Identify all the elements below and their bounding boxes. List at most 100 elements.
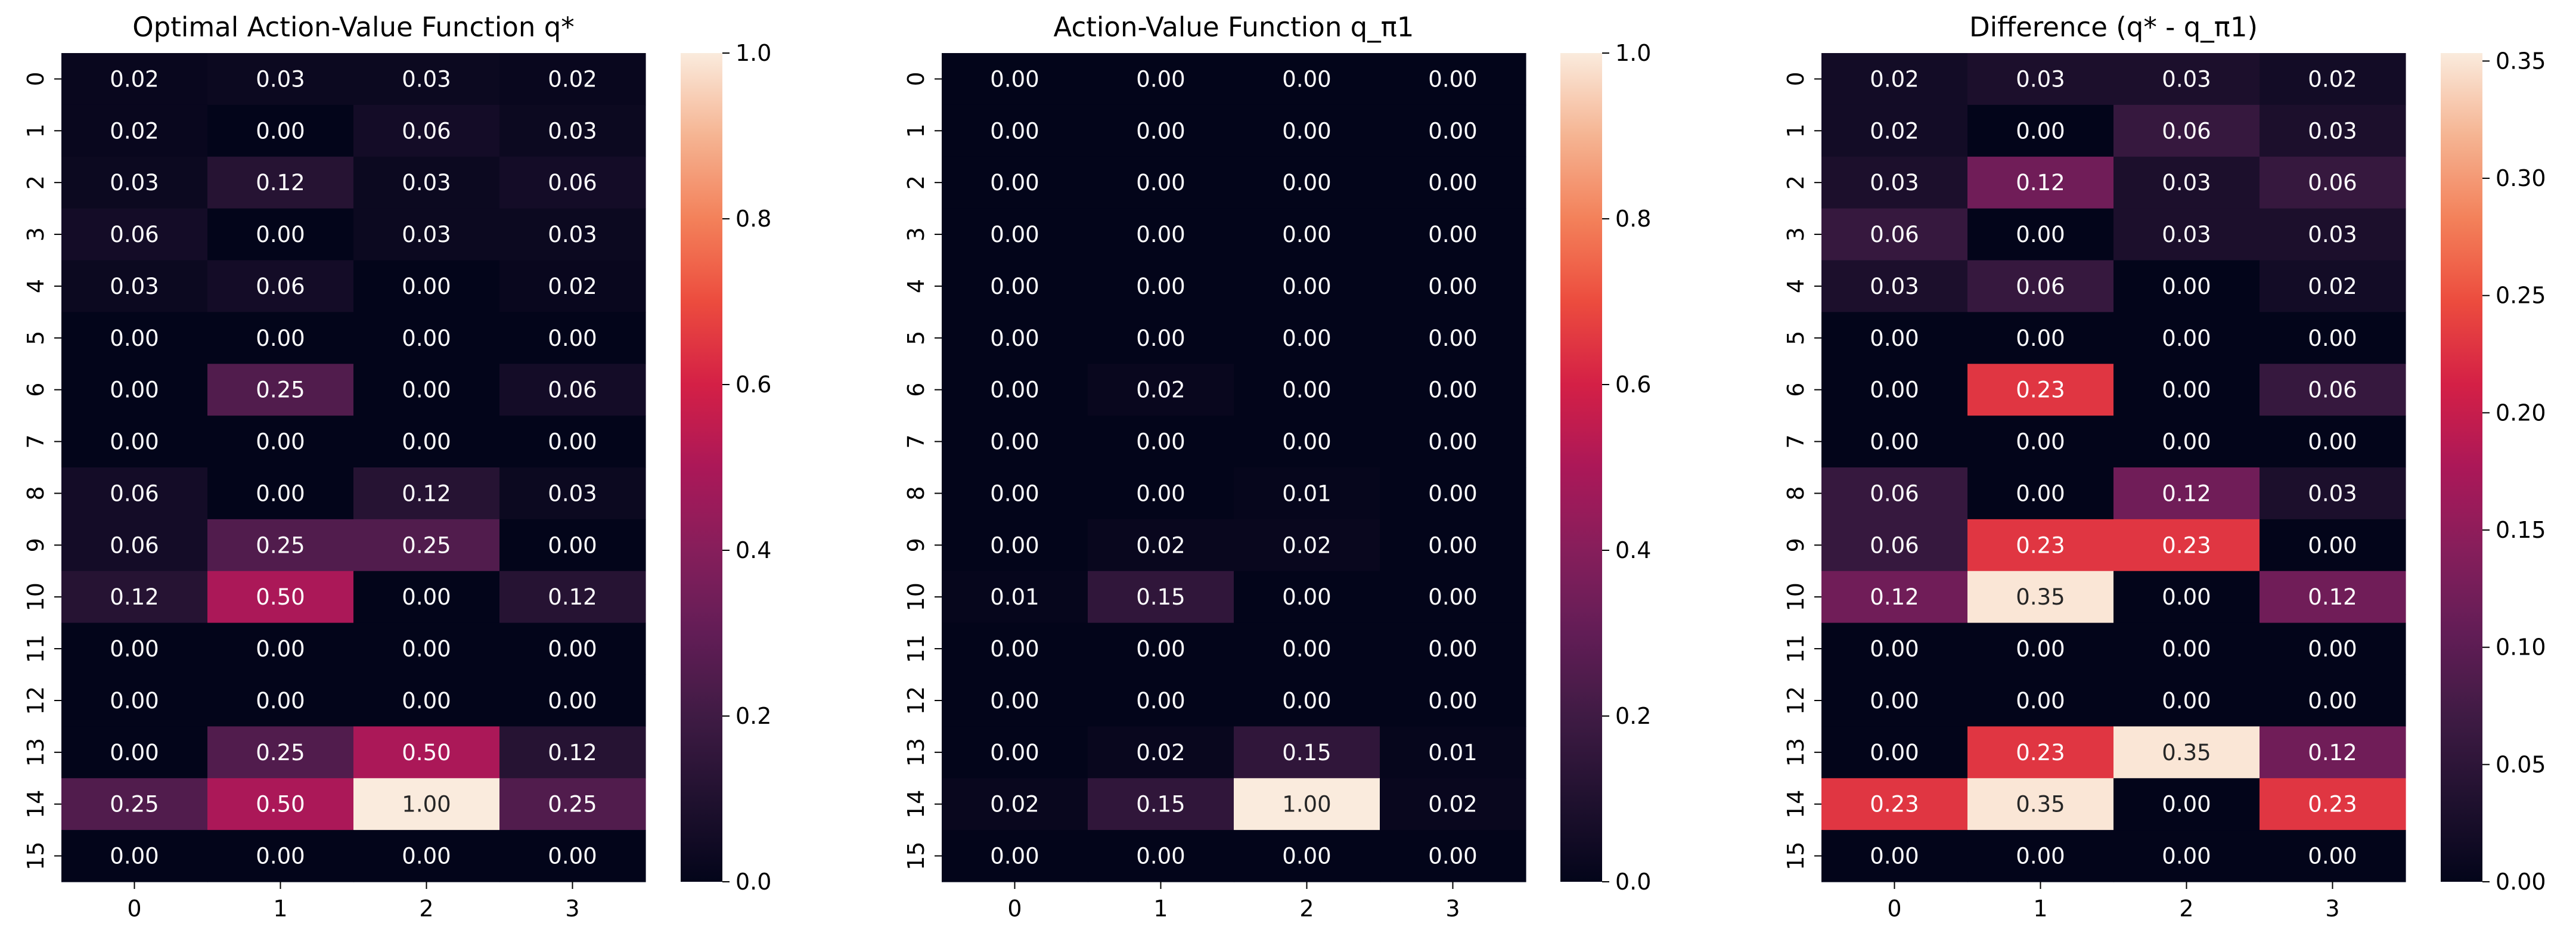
y-tick-label: 7 [23,434,49,448]
y-tick-label: 3 [1783,227,1809,241]
y-tick-label: 15 [1783,841,1809,870]
heatmap-cell [1380,364,1526,416]
colorbar-tick-label: 0.05 [2496,751,2546,777]
cell-value-label: 0.01 [990,584,1039,610]
heatmap-cell [61,53,208,106]
heatmap-cell [2260,519,2406,572]
y-tick-label: 10 [903,582,929,611]
heatmap-cell [2113,467,2260,520]
cell-value-label: 0.00 [2308,532,2357,558]
heatmap-cell [1234,364,1380,416]
cell-value-label: 0.00 [1870,636,1919,662]
x-tick-label: 0 [127,895,141,922]
heatmap-cell [353,622,500,675]
panel-title: Action-Value Function q_π1 [1054,11,1414,43]
heatmap-cell [2260,208,2406,261]
cell-value-label: 0.00 [256,844,305,869]
cell-value-label: 0.00 [1136,429,1185,455]
cell-value-label: 0.00 [2162,377,2211,403]
cell-value-label: 0.00 [2162,274,2211,299]
cell-value-label: 0.00 [2162,584,2211,610]
heatmap-cell [61,726,208,779]
cell-value-label: 0.00 [2016,481,2065,506]
cell-value-label: 0.06 [548,377,597,403]
heatmap-cell [207,53,354,106]
heatmap-cell [2260,467,2406,520]
heatmap-cell [1821,674,1968,727]
y-tick-label: 11 [1783,634,1809,663]
colorbar-tick-label: 0.2 [1615,703,1651,729]
heatmap-cell [1380,674,1526,727]
x-tick-label: 1 [1153,895,1168,922]
cell-value-label: 0.00 [1136,844,1185,869]
cell-value-label: 0.00 [1136,688,1185,714]
heatmap-cell [942,104,1088,157]
x-tick-label: 0 [1007,895,1022,922]
heatmap-cell [61,674,208,727]
colorbar-tick-label: 0.2 [735,703,771,729]
cell-value-label: 0.00 [548,636,597,662]
cell-value-label: 0.03 [2308,481,2357,506]
cell-value-label: 0.00 [548,429,597,455]
cell-value-label: 0.03 [2162,66,2211,92]
cell-value-label: 0.00 [1136,326,1185,351]
heatmap-cell [499,622,646,675]
heatmap-cell [1967,571,2114,624]
cell-value-label: 0.00 [1428,118,1477,144]
heatmap-cell [1821,519,1968,572]
cell-value-label: 0.06 [2308,170,2357,196]
heatmap-cell [1088,208,1234,261]
heatmap-cell [2113,726,2260,779]
heatmap-cell [2113,260,2260,312]
cell-value-label: 0.00 [2016,118,2065,144]
y-tick-label: 8 [903,486,929,500]
heatmap-cell [1380,778,1526,831]
heatmap-cell [207,260,354,312]
cell-value-label: 0.00 [1870,688,1919,714]
x-tick-label: 0 [1887,895,1901,922]
heatmap-cell [1380,156,1526,209]
heatmap-cell [1088,519,1234,572]
heatmap-cell [2260,571,2406,624]
heatmap-cell [2113,53,2260,106]
heatmap-cell [2113,312,2260,364]
colorbar-tick-label: 0.4 [735,537,771,563]
heatmap-cell [1234,830,1380,882]
y-tick-label: 1 [1783,123,1809,138]
cell-value-label: 0.06 [1870,532,1919,558]
heatmap-cell [2113,156,2260,209]
heatmap-cell [207,104,354,157]
y-tick-label: 10 [23,582,49,611]
cell-value-label: 0.15 [1282,740,1331,766]
heatmap-cell [1234,208,1380,261]
y-tick-label: 4 [903,279,929,293]
heatmap-cell [499,208,646,261]
heatmap-cell [1821,571,1968,624]
heatmap-cell [1088,830,1234,882]
cell-value-label: 0.00 [990,636,1039,662]
y-tick-label: 1 [23,123,49,138]
heatmap-cell [1234,312,1380,364]
cell-value-label: 0.03 [2308,118,2357,144]
cell-value-label: 0.00 [1870,377,1919,403]
cell-value-label: 0.23 [2308,792,2357,817]
y-tick-label: 4 [1783,279,1809,293]
colorbar-tick-label: 0.25 [2496,283,2546,309]
cell-value-label: 0.00 [402,429,451,455]
panel-title: Optimal Action-Value Function q* [132,11,575,43]
heatmap-cell [2260,778,2406,831]
heatmap-cell [1967,260,2114,312]
heatmap-cell [942,571,1088,624]
heatmap-cell [207,364,354,416]
heatmap-cell [1967,778,2114,831]
cell-value-label: 0.00 [2016,326,2065,351]
heatmap-cell [1967,519,2114,572]
heatmap-cell [1234,726,1380,779]
y-tick-label: 0 [1783,72,1809,86]
cell-value-label: 0.25 [256,740,305,766]
cell-value-label: 0.00 [110,688,159,714]
heatmap-cell [499,467,646,520]
cell-value-label: 0.00 [2016,688,2065,714]
heatmap-panel-0: Optimal Action-Value Function q*0.02 0.03… [23,11,771,922]
heatmap-cell [942,416,1088,468]
